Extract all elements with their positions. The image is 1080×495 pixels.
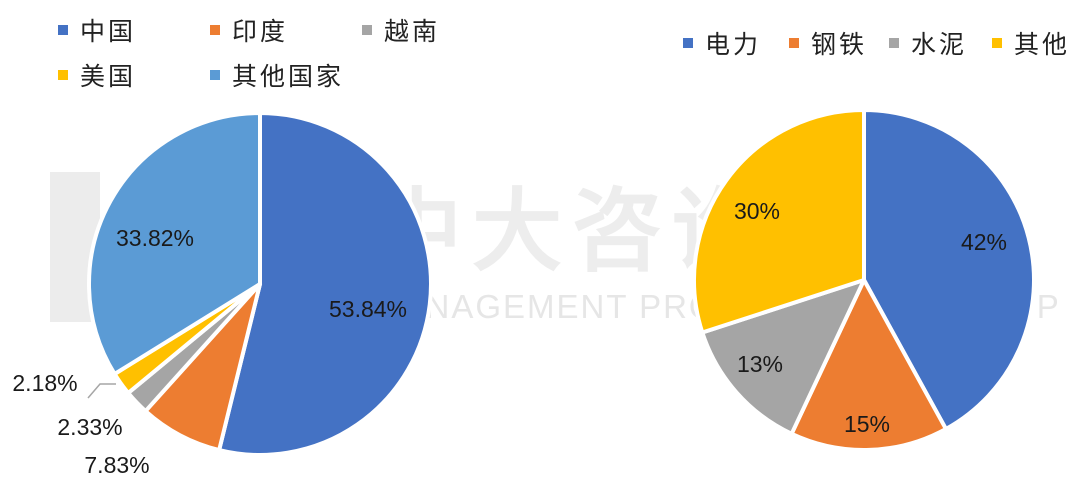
- data-label: 2.33%: [57, 414, 122, 440]
- legend-label: 钢铁: [811, 30, 868, 59]
- data-label: 7.83%: [84, 452, 149, 478]
- legend-swatch: [889, 38, 899, 48]
- pie-slice: [789, 278, 948, 452]
- leader-line: [87, 383, 116, 399]
- legend-label: 电力: [705, 30, 762, 59]
- legend-swatch: [992, 38, 1002, 48]
- pie-slice: [700, 278, 866, 436]
- pie-slice: [217, 111, 433, 457]
- pie-chart-countries: 53.84% 7.83% 2.33% 2.18% 33.82%: [12, 111, 433, 478]
- legend-item-power: 电力: [683, 25, 761, 61]
- data-label: 13%: [737, 351, 783, 377]
- legend-item-cement: 水泥: [889, 25, 967, 61]
- legend-swatch: [58, 25, 68, 35]
- pie-chart-sectors: 42% 15% 13% 30%: [692, 108, 1036, 452]
- legend-label: 越南: [384, 17, 441, 46]
- data-label: 53.84%: [329, 296, 407, 322]
- legend-label: 中国: [80, 17, 137, 46]
- pie-slice: [87, 111, 262, 376]
- legend-swatch: [362, 25, 372, 35]
- legend-item-india: 印度: [210, 12, 288, 48]
- legend-item-usa: 美国: [58, 57, 136, 93]
- legend-item-vietnam: 越南: [362, 12, 440, 48]
- pie-slice: [862, 108, 1036, 431]
- pie-slice: [692, 108, 866, 335]
- legend-swatch: [210, 70, 220, 80]
- legend-label: 其他国家: [232, 62, 345, 91]
- data-label: 2.18%: [12, 370, 77, 396]
- legend-item-other-countries: 其他国家: [210, 57, 344, 93]
- data-label: 15%: [844, 411, 890, 437]
- data-label: 30%: [734, 198, 780, 224]
- legend-label: 印度: [232, 17, 289, 46]
- legend-label: 美国: [80, 62, 137, 91]
- legend-swatch: [683, 38, 693, 48]
- data-label: 33.82%: [116, 225, 194, 251]
- legend-item-steel: 钢铁: [789, 25, 867, 61]
- legend-swatch: [210, 25, 220, 35]
- legend-item-china: 中国: [58, 12, 136, 48]
- legend-swatch: [789, 38, 799, 48]
- legend-label: 水泥: [911, 30, 968, 59]
- data-label: 42%: [961, 229, 1007, 255]
- legend-item-other: 其他: [992, 25, 1070, 61]
- legend-label: 其他: [1014, 30, 1071, 59]
- legend-swatch: [58, 70, 68, 80]
